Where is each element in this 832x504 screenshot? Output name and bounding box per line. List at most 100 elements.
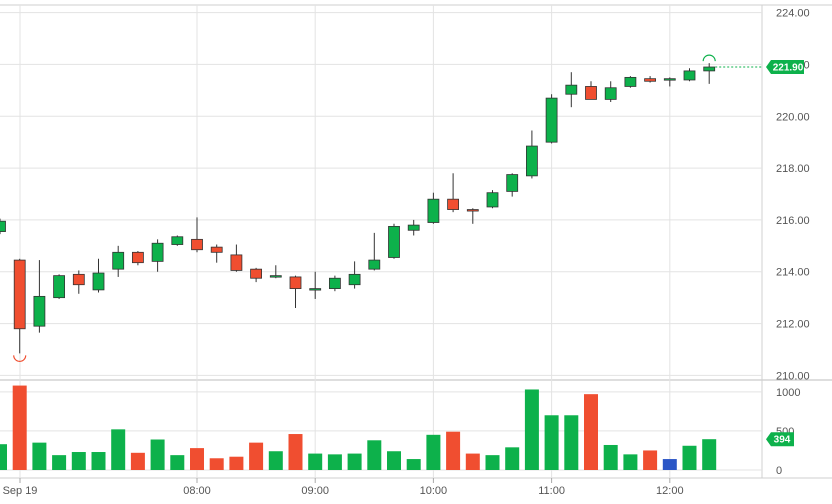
volume-series <box>0 385 717 470</box>
candle <box>348 261 361 289</box>
candle <box>604 81 617 102</box>
last-volume-tag-label: 394 <box>774 435 791 446</box>
volume-bar <box>249 442 264 470</box>
candle-body <box>624 76 637 87</box>
candle <box>92 258 105 293</box>
candle <box>210 244 223 263</box>
candle-body <box>53 275 65 299</box>
candle-body <box>368 259 381 270</box>
volume-bar <box>91 452 106 470</box>
volume-bar <box>170 455 185 470</box>
candle <box>53 274 65 299</box>
candle-body <box>151 242 164 262</box>
candle <box>0 218 6 235</box>
candle <box>427 192 440 224</box>
price-tick-label: 216.00 <box>776 215 810 227</box>
candle-body <box>72 273 85 286</box>
candle <box>309 271 322 299</box>
volume-bar <box>52 455 67 470</box>
volume-bar <box>367 440 382 470</box>
candle <box>565 72 578 108</box>
candle-body <box>112 251 125 270</box>
volume-bar <box>71 452 86 470</box>
candle-body <box>407 224 420 231</box>
candle <box>703 63 716 84</box>
candle-body <box>526 145 538 177</box>
volume-bar <box>308 453 323 470</box>
candle <box>644 76 656 83</box>
volume-bar <box>682 445 697 470</box>
last-price-tag-label: 221.90 <box>773 63 804 74</box>
volume-bar <box>229 456 244 470</box>
candle <box>585 81 597 100</box>
last-price-tag-shape <box>766 60 804 75</box>
candle-body <box>427 198 440 223</box>
candle-body <box>328 277 341 289</box>
volume-bar <box>524 389 539 470</box>
candle <box>328 275 341 292</box>
candle-body <box>486 192 499 208</box>
time-tick-label: 11:00 <box>538 485 565 497</box>
candle-body <box>644 78 656 82</box>
volume-bar <box>268 451 283 470</box>
candle <box>131 251 144 266</box>
price-tick-label: 218.00 <box>776 163 810 175</box>
candle <box>171 235 184 246</box>
candle-body <box>309 288 322 291</box>
last-volume-tag: 394 <box>766 432 794 447</box>
candle <box>250 267 263 283</box>
grid-layer <box>0 4 832 479</box>
candle-body <box>92 272 105 291</box>
candle <box>33 260 46 333</box>
candle-body <box>250 268 263 279</box>
candle <box>447 173 460 213</box>
volume-bar <box>643 450 658 470</box>
candle <box>368 232 381 271</box>
volume-bar <box>12 385 27 470</box>
candle-body <box>545 97 558 143</box>
volume-bar <box>0 444 7 470</box>
volume-bar <box>209 458 224 470</box>
volume-bar <box>150 439 165 470</box>
candle-body <box>447 198 460 210</box>
candle-body <box>565 84 578 95</box>
price-tick-label: 214.00 <box>776 267 810 279</box>
volume-bar <box>406 459 421 470</box>
candle-body <box>506 174 519 192</box>
volume-bar <box>130 452 145 470</box>
price-tick-label: 220.00 <box>776 111 810 123</box>
candle <box>545 94 558 144</box>
candle-body <box>663 78 676 81</box>
last-price-tag: 221.90 <box>766 60 804 75</box>
candle-body <box>33 295 46 327</box>
candle-body <box>171 236 184 245</box>
low-marker <box>13 355 27 362</box>
candle-body <box>131 251 144 264</box>
candle-body <box>466 209 479 212</box>
candle <box>269 265 282 279</box>
candle <box>13 258 26 354</box>
volume-bar <box>387 451 401 470</box>
volume-bar <box>426 434 441 470</box>
last-volume-tag-shape <box>766 432 794 447</box>
time-tick-label: 12:00 <box>656 485 684 497</box>
volume-tick-label: 1000 <box>776 387 800 399</box>
time-tick-label: 10:00 <box>420 485 448 497</box>
volume-bar <box>190 448 204 470</box>
volume-bar <box>584 394 598 470</box>
volume-bar <box>603 444 618 470</box>
candle-body <box>604 87 617 100</box>
candle <box>388 223 400 259</box>
volume-bar <box>564 415 579 470</box>
candle-body <box>683 70 696 81</box>
volume-bar <box>485 455 500 470</box>
candle <box>526 130 538 179</box>
time-tick-label: Sep 19 <box>3 485 38 497</box>
candle-body <box>388 225 400 258</box>
time-tick-label: 08:00 <box>183 485 211 497</box>
candle-body <box>0 220 6 232</box>
axis-layer: 210.00212.00214.00216.00218.00220.00222.… <box>3 8 810 497</box>
candle-body <box>230 254 243 271</box>
volume-bar <box>702 439 717 470</box>
